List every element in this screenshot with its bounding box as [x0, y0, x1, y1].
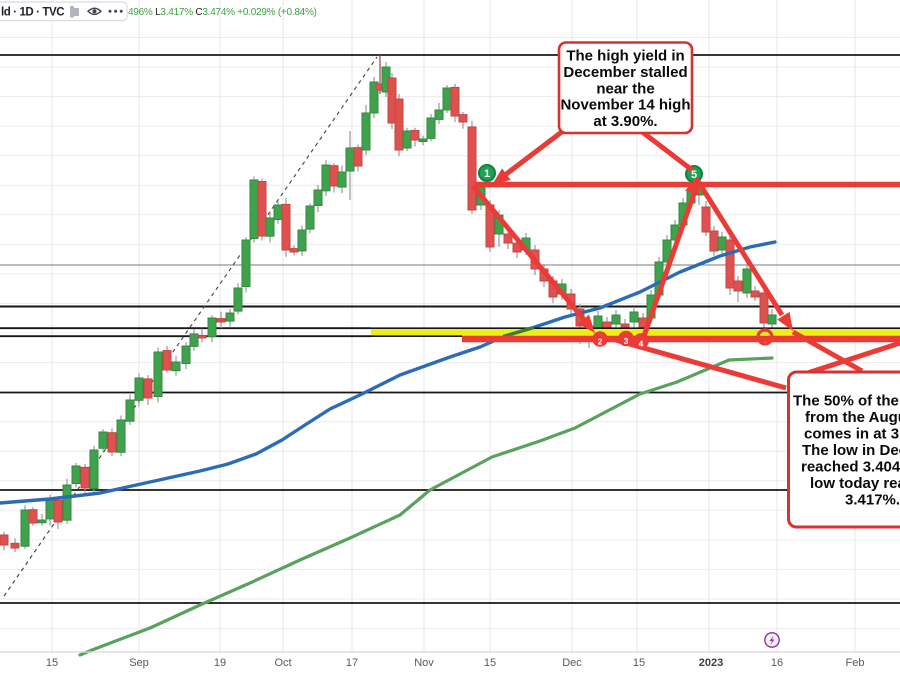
svg-text:15: 15 — [46, 657, 58, 669]
svg-text:at 3.90%.: at 3.90%. — [593, 113, 657, 130]
svg-text:ld · 1D · TVC: ld · 1D · TVC — [1, 7, 64, 19]
svg-text:16: 16 — [771, 657, 783, 669]
svg-text:Nov: Nov — [414, 657, 434, 669]
svg-text:5: 5 — [691, 169, 697, 181]
svg-text:The low in December: The low in December — [802, 442, 900, 459]
svg-text:15: 15 — [484, 657, 496, 669]
svg-text:from the August low: from the August low — [805, 409, 900, 426]
svg-text:Sep: Sep — [129, 657, 149, 669]
svg-text:December stalled: December stalled — [563, 64, 687, 81]
svg-text:near the: near the — [596, 80, 654, 97]
svg-text:3.417%.: 3.417%. — [845, 492, 900, 509]
svg-text:15: 15 — [633, 657, 645, 669]
svg-text:comes in at 3.403%.: comes in at 3.403%. — [804, 426, 900, 443]
svg-text:The high yield in: The high yield in — [566, 48, 684, 65]
svg-text:November 14 high: November 14 high — [560, 97, 690, 114]
svg-text:19: 19 — [214, 657, 226, 669]
svg-text:The 50% of the move: The 50% of the move — [793, 393, 900, 410]
svg-text:Feb: Feb — [846, 657, 865, 669]
svg-text:low today reached: low today reached — [810, 475, 900, 492]
svg-text:Oct: Oct — [274, 657, 291, 669]
svg-text:17: 17 — [346, 657, 358, 669]
svg-text:1: 1 — [484, 168, 490, 180]
svg-text:2023: 2023 — [699, 657, 723, 669]
svg-text:496% L3.417% C3.474% +0.029% (: 496% L3.417% C3.474% +0.029% (+0.84%) — [128, 7, 317, 18]
svg-text:3: 3 — [624, 336, 629, 346]
svg-text:2: 2 — [598, 336, 603, 346]
svg-text:reached 3.404%. The: reached 3.404%. The — [801, 459, 900, 476]
svg-text:4: 4 — [639, 338, 644, 348]
svg-text:Dec: Dec — [562, 657, 582, 669]
